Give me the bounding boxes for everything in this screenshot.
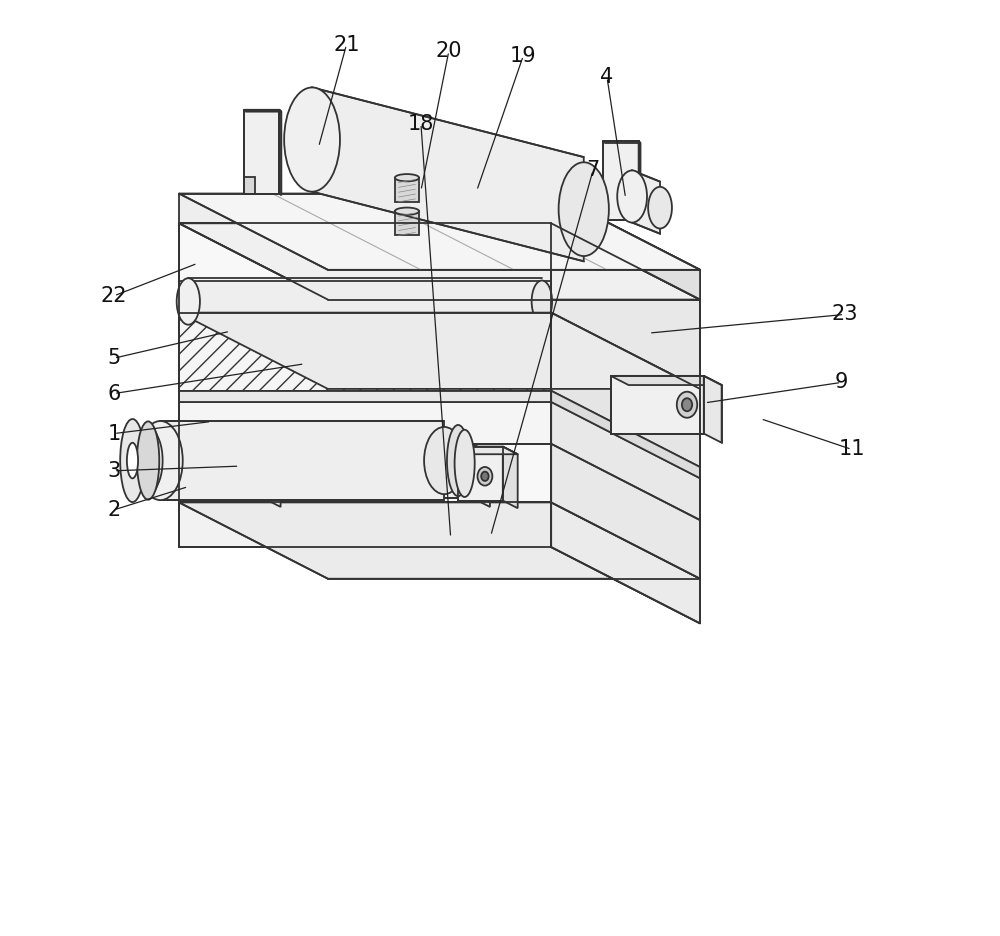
Polygon shape: [551, 313, 700, 467]
Ellipse shape: [648, 187, 672, 228]
Polygon shape: [263, 444, 281, 507]
Ellipse shape: [138, 421, 183, 500]
Polygon shape: [179, 313, 551, 390]
Polygon shape: [160, 421, 444, 500]
Polygon shape: [179, 224, 551, 503]
Ellipse shape: [559, 162, 609, 256]
Text: 23: 23: [831, 304, 858, 325]
Polygon shape: [472, 444, 490, 507]
Polygon shape: [603, 141, 639, 220]
Text: 2: 2: [107, 500, 120, 519]
Text: 20: 20: [436, 41, 462, 61]
Ellipse shape: [682, 398, 692, 411]
Polygon shape: [244, 177, 255, 194]
Ellipse shape: [120, 419, 145, 502]
Ellipse shape: [127, 443, 138, 478]
Polygon shape: [179, 390, 551, 402]
Ellipse shape: [395, 208, 419, 215]
Ellipse shape: [395, 174, 419, 182]
Text: 1: 1: [107, 424, 120, 444]
Polygon shape: [551, 503, 700, 623]
Ellipse shape: [617, 170, 647, 223]
Polygon shape: [179, 224, 700, 300]
Polygon shape: [279, 110, 281, 196]
Text: 11: 11: [838, 439, 865, 460]
Text: 22: 22: [101, 285, 127, 306]
Polygon shape: [551, 194, 700, 300]
Polygon shape: [611, 376, 722, 385]
Polygon shape: [235, 444, 263, 498]
Polygon shape: [244, 110, 281, 111]
Polygon shape: [639, 141, 640, 222]
Polygon shape: [551, 194, 700, 623]
Ellipse shape: [177, 278, 200, 325]
Polygon shape: [632, 170, 660, 234]
Text: 18: 18: [408, 114, 434, 134]
Text: 9: 9: [835, 373, 848, 392]
Polygon shape: [444, 444, 472, 498]
Text: 19: 19: [510, 46, 537, 66]
Polygon shape: [179, 503, 551, 547]
Ellipse shape: [477, 467, 492, 486]
Polygon shape: [551, 402, 700, 520]
Polygon shape: [179, 313, 700, 389]
Text: 4: 4: [600, 67, 614, 87]
Text: 3: 3: [107, 461, 120, 481]
Polygon shape: [611, 376, 704, 433]
Polygon shape: [312, 87, 584, 261]
Polygon shape: [179, 402, 551, 444]
Ellipse shape: [137, 421, 159, 500]
Polygon shape: [244, 110, 279, 194]
Text: 5: 5: [107, 348, 120, 368]
Text: 21: 21: [333, 35, 360, 54]
Polygon shape: [458, 446, 503, 501]
Polygon shape: [458, 446, 518, 454]
Text: 7: 7: [586, 160, 600, 181]
Ellipse shape: [532, 281, 552, 322]
Polygon shape: [551, 390, 700, 478]
Polygon shape: [395, 178, 419, 202]
Polygon shape: [179, 281, 551, 322]
Ellipse shape: [424, 427, 464, 494]
Polygon shape: [179, 194, 700, 270]
Ellipse shape: [481, 472, 489, 481]
Ellipse shape: [455, 430, 475, 497]
Text: 6: 6: [107, 384, 121, 403]
Ellipse shape: [139, 427, 161, 494]
Polygon shape: [551, 224, 700, 578]
Ellipse shape: [447, 425, 469, 496]
Polygon shape: [395, 212, 419, 235]
Polygon shape: [704, 376, 722, 443]
Ellipse shape: [284, 87, 340, 192]
Ellipse shape: [140, 432, 163, 489]
Polygon shape: [503, 446, 518, 508]
Polygon shape: [179, 194, 551, 224]
Polygon shape: [603, 141, 640, 143]
Polygon shape: [179, 503, 700, 578]
Ellipse shape: [677, 391, 697, 417]
